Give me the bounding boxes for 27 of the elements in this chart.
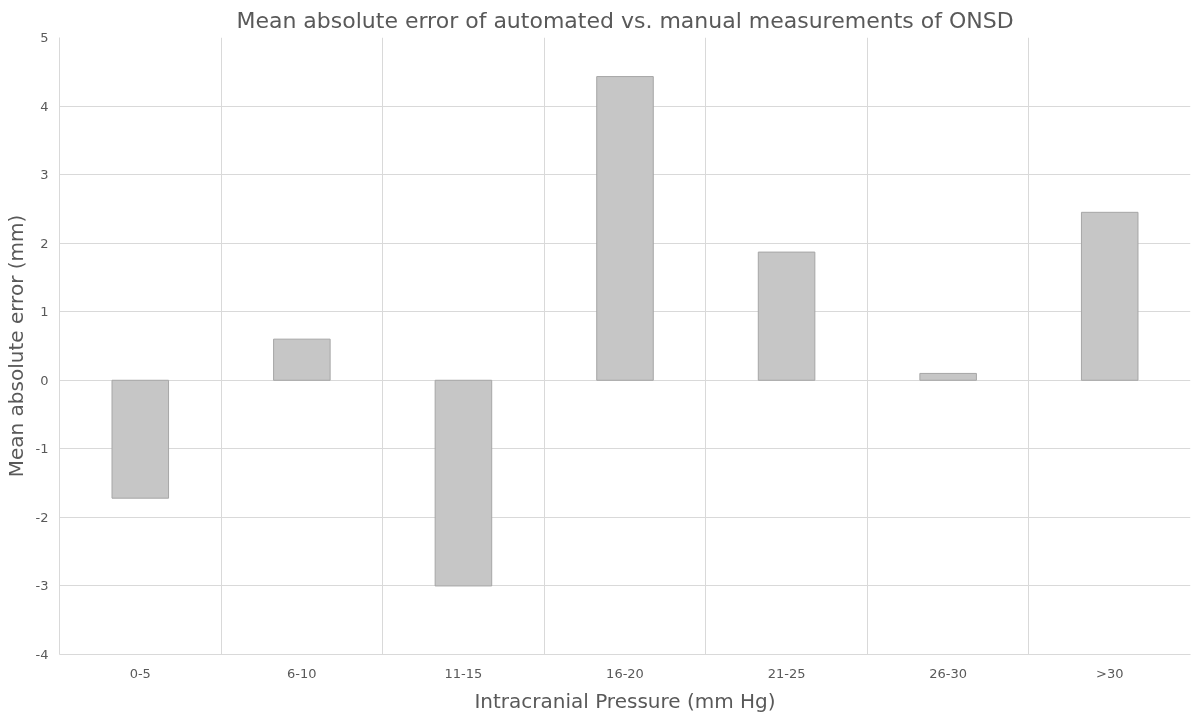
bar: [596, 76, 654, 381]
x-tick-label: 26-30: [929, 665, 968, 681]
y-tick-label: 2: [40, 235, 49, 251]
y-tick-label: -4: [35, 647, 49, 662]
bar: [919, 372, 977, 381]
y-tick-label: 4: [40, 98, 49, 114]
bar: [1080, 211, 1139, 381]
bar: [111, 379, 170, 499]
x-tick-label: 11-15: [444, 665, 483, 681]
bar: [757, 251, 816, 381]
y-tick-label: 5: [40, 30, 49, 45]
y-axis-title: Mean absolute error (mm): [3, 214, 28, 478]
x-tick-label: 0-5: [129, 665, 151, 681]
y-tick-label: 1: [40, 304, 49, 320]
y-tick-label: 0: [40, 372, 49, 388]
y-tick-label: -2: [35, 509, 49, 525]
x-tick-label: >30: [1096, 665, 1124, 681]
x-tick-label: 21-25: [767, 665, 806, 681]
x-tick-label: 6-10: [287, 665, 317, 681]
y-tick-label: 3: [40, 167, 49, 183]
chart-title: Mean absolute error of automated vs. manual measurements of ONSD: [236, 7, 1014, 33]
y-tick-label: -3: [35, 578, 49, 594]
y-tick-label: -1: [35, 441, 49, 457]
x-axis-title: Intracranial Pressure (mm Hg): [474, 688, 776, 713]
bar: [273, 338, 331, 381]
x-tick-label: 16-20: [606, 665, 644, 681]
bar: [434, 379, 493, 587]
